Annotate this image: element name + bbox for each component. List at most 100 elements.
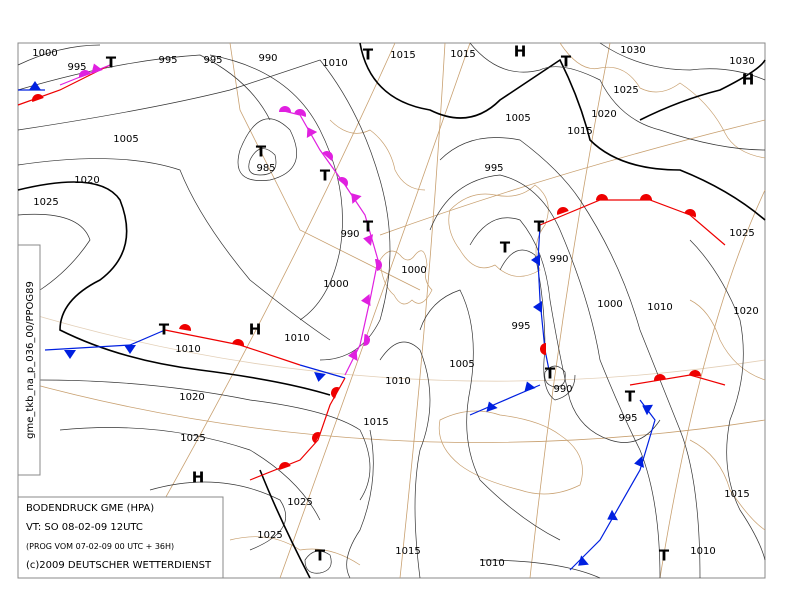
cold-front-symbol [486,401,498,413]
isobar-label: 1020 [179,392,204,403]
info-line: VT: SO 08-02-09 12UTC [26,522,143,533]
warm-front-symbol [179,324,191,332]
isobar-label: 1000 [32,48,57,59]
isobar-label: 1005 [449,359,474,370]
cold-front-symbol [29,81,41,90]
isobar-label: 1010 [175,344,200,355]
cold-front-symbol [524,381,536,393]
warm-front-symbol [540,343,546,355]
pressure-center: T [561,53,572,71]
isobar-label: 1015 [363,417,388,428]
warm-front-symbol [331,387,340,399]
pressure-center: T [256,143,267,161]
isobar-label: 1020 [74,175,99,186]
isobar-label: 1010 [385,376,410,387]
isobar-label: 995 [67,62,86,73]
pressure-center: T [106,54,117,72]
isobar-label: 1030 [620,45,645,56]
warm-front-symbol [689,370,701,377]
isobar-label: 1030 [729,56,754,67]
isobar-label: 1010 [647,302,672,313]
warm-front-symbol [337,177,348,187]
isobar-label: 1025 [257,530,282,541]
warm-front-symbol [596,194,608,201]
isobar-label: 1005 [113,134,138,145]
isobar-label: 1025 [287,497,312,508]
isobar-label: 1020 [733,306,758,317]
side-label-frame [17,244,41,476]
isobar-label: 1005 [505,113,530,124]
isobar-label: 1010 [284,333,309,344]
isobar-label: 1010 [322,58,347,69]
side-label-box: gme_tkb_na_p_036_00/PPOG89 [17,244,41,476]
warm-front-symbol [32,94,44,103]
cold-front-symbol [578,555,589,566]
occluded-front [279,109,379,376]
cold-front-symbol [533,301,542,313]
cold-front-symbol [607,509,618,521]
cold-front-symbol [361,294,371,306]
isobar-label: 995 [158,55,177,66]
pressure-center: T [534,218,545,236]
isobar-label: 990 [549,254,568,265]
isobar-label: 1025 [613,85,638,96]
pressure-center: H [514,43,527,61]
info-line: BODENDRUCK GME (HPA) [26,503,154,514]
pressure-center: T [545,365,556,383]
pressure-center: T [159,321,170,339]
isobar-label: 995 [484,163,503,174]
cold-front-symbol [642,404,653,416]
isobar-label: 995 [511,321,530,332]
isobar-label: 1000 [323,279,348,290]
isobar-label: 1015 [390,50,415,61]
cold-front-symbol [306,127,318,138]
pressure-center: T [320,167,331,185]
isobar-label: 1025 [33,197,58,208]
warm-front-symbol [654,374,666,382]
pressure-center: H [249,321,262,339]
pressure-center: T [500,239,511,257]
isobar-label: 995 [618,413,637,424]
pressure-center: T [625,388,636,406]
isobar-label: 1015 [724,489,749,500]
pressure-centers: T T H T H T T T T T T H T T H T T [106,43,754,565]
warm-front-symbol [279,462,291,471]
warm-front-symbol [374,259,382,271]
pressure-center: T [659,547,670,565]
warm-front-symbol [684,209,696,218]
cold-front [299,364,346,379]
isobar-label: 985 [256,163,275,174]
cold-front-symbol [124,345,136,354]
isobar-label: 1015 [395,546,420,557]
isobars [17,42,766,579]
warm-front-symbol [312,432,321,444]
warm-front-symbol [322,151,333,161]
isobar-label: 1010 [690,546,715,557]
cold-front-symbol [91,63,103,75]
side-label: gme_tkb_na_p_036_00/PPOG89 [25,281,36,439]
pressure-center: H [192,469,205,487]
cold-front-symbol [634,456,645,468]
warm-front-symbol [279,106,291,112]
info-box: BODENDRUCK GME (HPA) VT: SO 08-02-09 12U… [17,496,224,579]
warm-front-symbol [79,70,91,79]
isobar-label: 1015 [450,49,475,60]
isobar-label: 1000 [597,299,622,310]
info-box-frame [17,496,224,579]
warm-front-symbol [557,207,569,216]
isobar-label: 1020 [591,109,616,120]
fronts [17,63,726,571]
isobar-label: 990 [553,384,572,395]
cold-front-symbol [64,350,76,359]
warm-front-symbol [232,339,244,347]
cold-front-symbol [363,234,374,246]
map-frame [17,42,766,579]
cold-front [569,399,656,571]
pressure-center: T [363,218,374,236]
cold-front-symbol [531,254,540,266]
isobar-label: 1000 [401,265,426,276]
warm-front-symbol [640,194,652,201]
pressure-center: T [315,547,326,565]
isobar-label: 1025 [180,433,205,444]
